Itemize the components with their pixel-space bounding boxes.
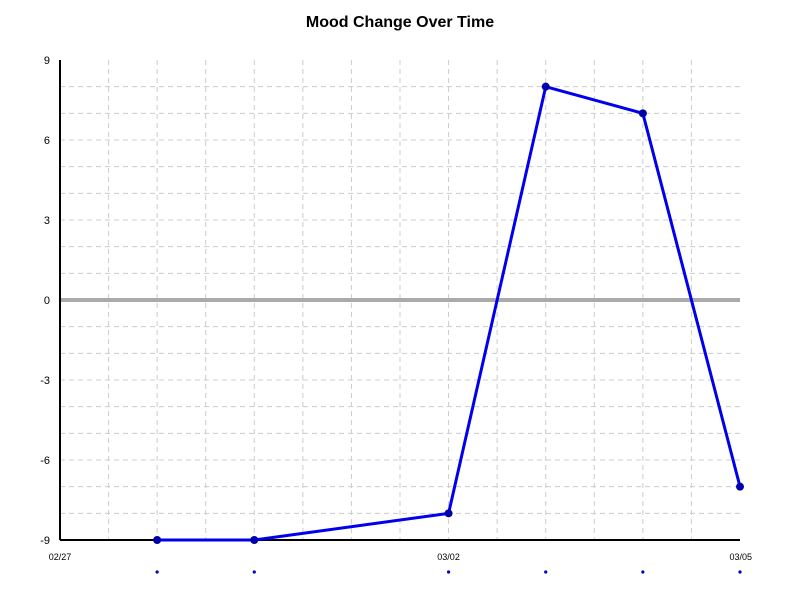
y-tick-label: -3 [40, 375, 50, 387]
x-tick-label: 02/27 [49, 552, 72, 562]
data-point [250, 536, 259, 544]
data-point [153, 536, 162, 544]
y-tick-labels: 9 6 3 0 -3 -6 -9 [40, 55, 50, 547]
x-tick-label: 03/02 [437, 552, 460, 562]
x-marker-dot [155, 570, 159, 574]
x-marker-dot [544, 570, 548, 574]
series-group [153, 82, 744, 544]
y-tick-label: -6 [40, 455, 50, 467]
x-tick-labels: 02/27 03/02 03/05 [49, 552, 752, 562]
x-marker-dot [252, 570, 256, 574]
grid [60, 60, 740, 540]
y-tick-label: 6 [44, 135, 50, 147]
y-tick-label: 9 [44, 55, 50, 67]
series-line [157, 85, 742, 542]
x-marker-dot [641, 570, 645, 574]
x-tick-label: 03/05 [729, 552, 752, 562]
y-tick-label: 3 [44, 215, 50, 227]
x-marker-dot [738, 570, 742, 574]
x-markers [155, 570, 742, 574]
y-tick-label: 0 [44, 295, 50, 307]
data-point [638, 109, 647, 118]
data-point [736, 482, 744, 491]
data-point [541, 82, 550, 91]
data-point [444, 509, 453, 518]
x-marker-dot [446, 570, 451, 574]
y-tick-label: -9 [40, 535, 50, 547]
chart-title: Mood Change Over Time [305, 14, 495, 31]
